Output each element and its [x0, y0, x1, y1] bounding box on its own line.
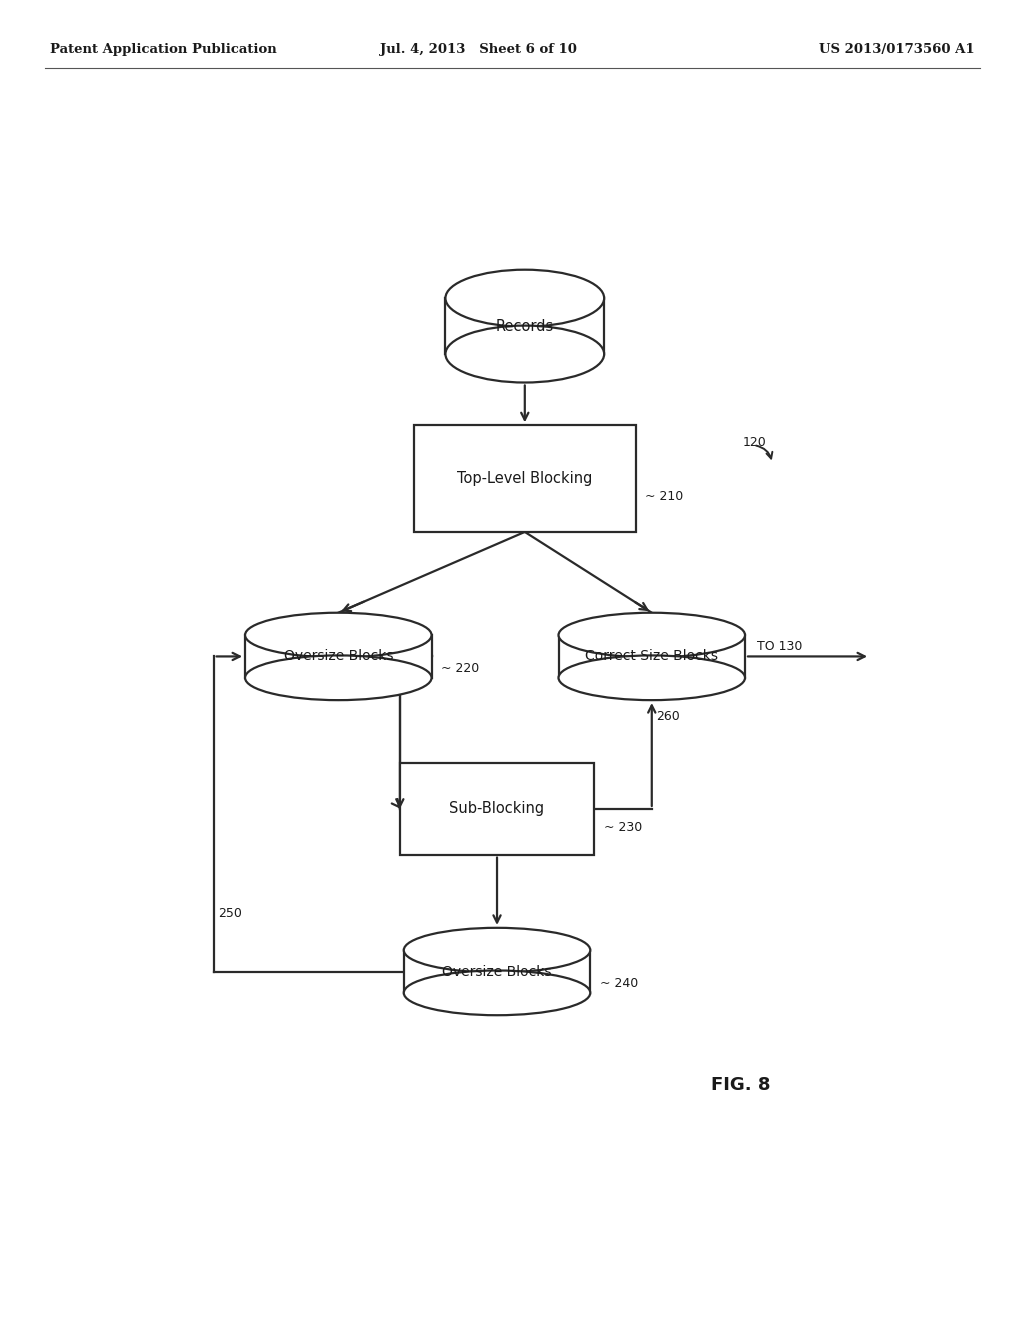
Bar — [445, 298, 604, 354]
Text: US 2013/0173560 A1: US 2013/0173560 A1 — [819, 44, 975, 57]
Ellipse shape — [558, 612, 745, 657]
Text: ~ 230: ~ 230 — [604, 821, 642, 834]
Text: Patent Application Publication: Patent Application Publication — [50, 44, 276, 57]
Ellipse shape — [245, 612, 431, 657]
Bar — [558, 635, 745, 677]
Text: ~ 220: ~ 220 — [441, 663, 479, 675]
Text: ~ 240: ~ 240 — [600, 977, 638, 990]
Ellipse shape — [445, 326, 604, 383]
Bar — [399, 763, 594, 854]
Text: FIG. 8: FIG. 8 — [712, 1076, 771, 1094]
Text: Correct Size Blocks: Correct Size Blocks — [586, 649, 718, 664]
Ellipse shape — [558, 656, 745, 700]
Bar — [245, 635, 431, 677]
Text: 260: 260 — [655, 710, 680, 723]
Text: Records: Records — [496, 318, 554, 334]
Bar — [403, 950, 590, 993]
Text: Oversize Blocks: Oversize Blocks — [442, 965, 552, 978]
Ellipse shape — [245, 656, 431, 700]
Text: 250: 250 — [218, 907, 242, 920]
Text: Oversize Blocks: Oversize Blocks — [284, 649, 393, 664]
Text: Sub-Blocking: Sub-Blocking — [450, 801, 545, 816]
Text: ~ 210: ~ 210 — [645, 490, 684, 503]
Text: 120: 120 — [743, 437, 767, 450]
Text: TO 130: TO 130 — [757, 640, 802, 653]
Ellipse shape — [403, 928, 590, 973]
Ellipse shape — [403, 970, 590, 1015]
Text: Top-Level Blocking: Top-Level Blocking — [457, 471, 593, 486]
Ellipse shape — [445, 269, 604, 326]
Text: Jul. 4, 2013   Sheet 6 of 10: Jul. 4, 2013 Sheet 6 of 10 — [380, 44, 577, 57]
Bar — [414, 425, 636, 532]
